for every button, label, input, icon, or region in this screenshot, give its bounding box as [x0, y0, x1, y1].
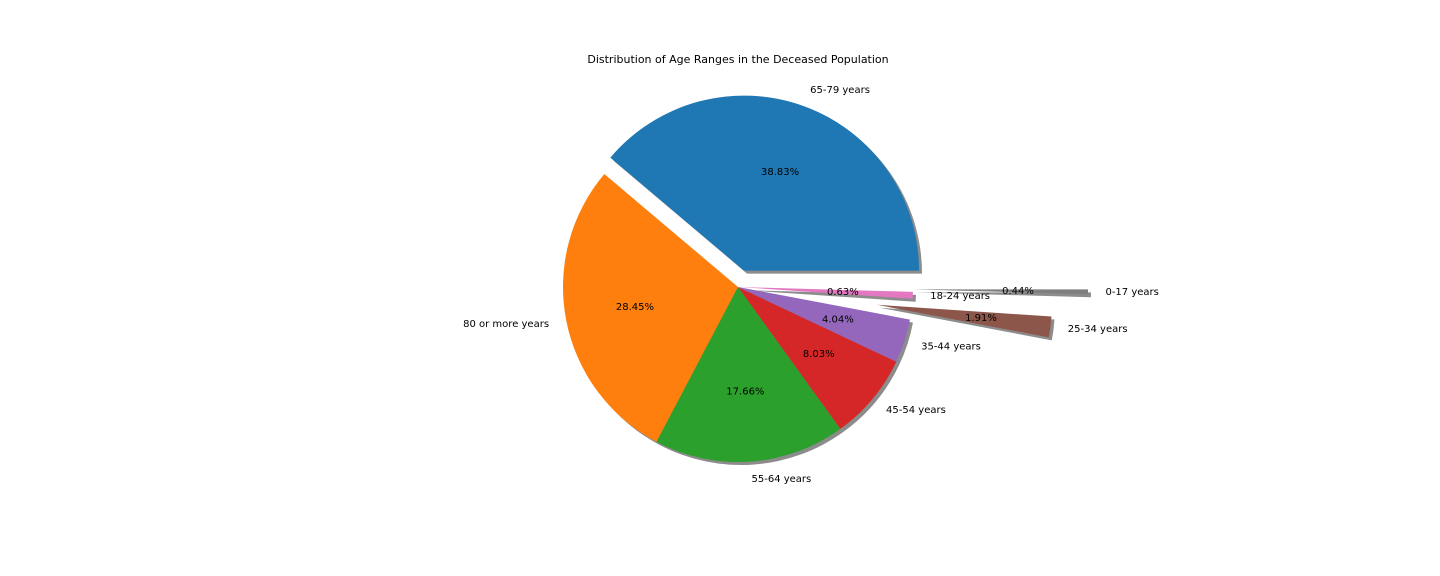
chart-title: Distribution of Age Ranges in the Deceas… — [587, 53, 888, 66]
slice-45-54-years — [738, 287, 897, 429]
slice-label-55-64-years: 55-64 years — [752, 474, 812, 485]
slice-label-35-44-years: 35-44 years — [921, 341, 981, 352]
slice-65-79-years — [610, 95, 920, 271]
slice-labels: 65-79 years 38.83% 80 or more years 28.45% 5… — [463, 85, 1159, 485]
slice-percent-45-54-years: 8.03% — [803, 349, 835, 360]
slice-label-45-54-years: 45-54 years — [886, 405, 946, 416]
slice-label-18-24-years: 18-24 years — [930, 291, 990, 302]
pie-slices — [562, 95, 1088, 463]
slice-percent-0-17-years: 0.44% — [1002, 286, 1034, 297]
slice-80-or-more-years — [562, 174, 738, 442]
slice-0-17-years — [912, 289, 1088, 295]
slice-label-0-17-years: 0-17 years — [1105, 287, 1158, 298]
slice-shadow-18-24-years — [741, 290, 916, 302]
slice-percent-55-64-years: 17.66% — [726, 387, 764, 398]
slice-shadow-0-17-years — [915, 292, 1091, 298]
slice-label-80-or-more-years: 80 or more years — [463, 319, 549, 330]
slice-label-25-34-years: 25-34 years — [1068, 324, 1128, 335]
slice-percent-80-or-more-years: 28.45% — [616, 302, 654, 313]
slice-percent-18-24-years: 0.63% — [827, 287, 859, 298]
slice-18-24-years — [738, 287, 913, 299]
slice-25-34-years — [876, 304, 1052, 338]
slice-percent-35-44-years: 4.04% — [822, 314, 854, 325]
slice-percent-25-34-years: 1.91% — [965, 313, 997, 324]
slice-55-64-years — [656, 287, 841, 463]
slice-35-44-years — [738, 287, 910, 362]
slice-shadow-25-34-years — [879, 307, 1055, 341]
slice-label-65-79-years: 65-79 years — [810, 85, 870, 96]
slice-percent-65-79-years: 38.83% — [761, 167, 799, 178]
